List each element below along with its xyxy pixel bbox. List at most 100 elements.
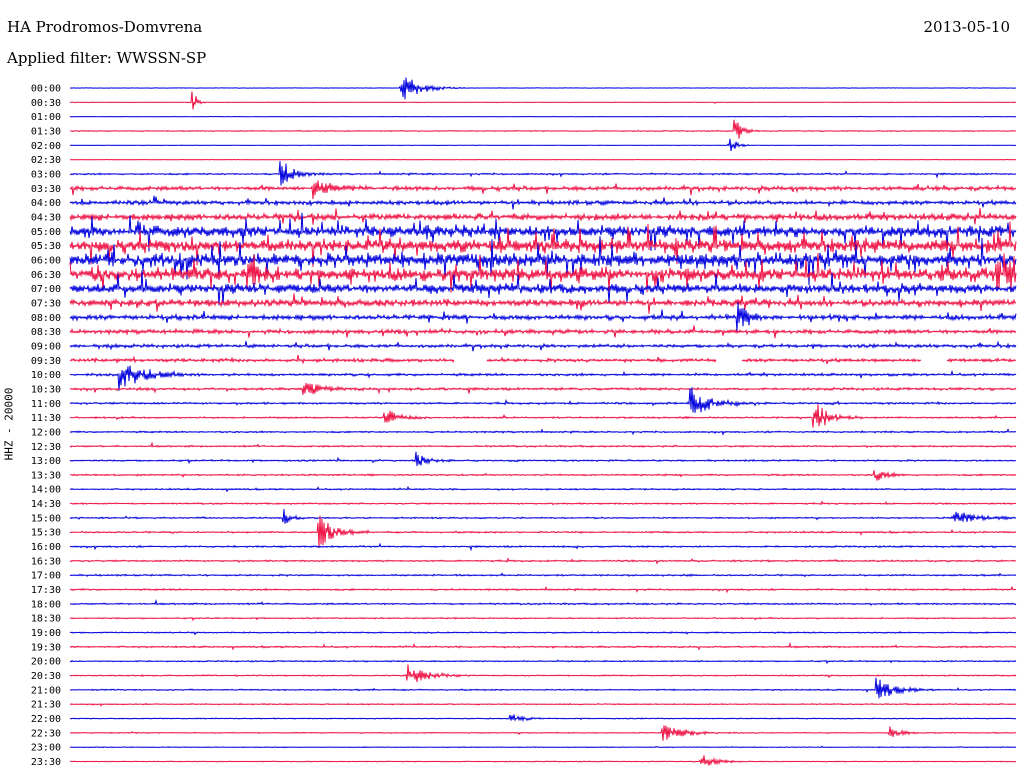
row-time-label: 21:30 [31,700,61,711]
trace-row-0230 [69,158,1017,161]
filter-prefix: Applied filter: [7,49,112,67]
trace-row-0800 [69,302,1017,332]
trace-row-2030 [69,664,1017,683]
row-time-label: 05:30 [31,241,61,252]
trace-row-0330 [69,180,1017,200]
trace-row-1030 [69,383,1017,395]
filter-name: WWSSN-SP [116,49,207,67]
row-time-label: 08:30 [31,327,61,338]
row-time-label: 12:00 [31,427,61,438]
trace-row-1330 [69,470,1017,481]
row-time-label: 16:30 [31,556,61,567]
row-time-label: 15:30 [31,528,61,539]
trace-row-1430 [69,500,1017,506]
row-time-label: 13:30 [31,470,61,481]
trace-row-1100 [69,387,1017,413]
trace-row-0530 [69,221,1017,268]
row-time-label: 13:00 [31,456,61,467]
row-time-label: 09:00 [31,341,61,352]
row-time-label: 01:00 [31,112,61,123]
row-time-label: 07:00 [31,284,61,295]
row-time-label: 02:30 [31,155,61,166]
trace-row-0030 [69,91,1017,110]
row-time-label: 00:00 [31,84,61,95]
row-time-label: 02:00 [31,141,61,152]
trace-row-1230 [69,441,1017,449]
row-time-label: 19:30 [31,642,61,653]
trace-row-0630 [69,253,1017,293]
row-time-label: 04:00 [31,198,61,209]
trace-row-1700 [69,572,1017,578]
row-time-label: 17:00 [31,571,61,582]
trace-row-2330 [69,755,1017,766]
row-time-label: 08:00 [31,313,61,324]
row-time-label: 00:30 [31,98,61,109]
trace-row-1930 [69,641,1017,651]
trace-row-0600 [69,236,1017,286]
row-time-label: 16:00 [31,542,61,553]
trace-row-0400 [69,195,1017,210]
trace-row-0700 [69,270,1017,306]
trace-row-0500 [69,212,1017,252]
row-time-label: 20:30 [31,671,61,682]
row-time-label: 19:00 [31,628,61,639]
row-time-label: 05:00 [31,227,61,238]
row-time-label: 22:30 [31,728,61,739]
row-time-label: 18:30 [31,614,61,625]
trace-row-2200 [69,714,1017,723]
trace-row-0300 [69,161,1017,186]
row-time-label: 20:00 [31,657,61,668]
trace-row-2130 [69,702,1017,707]
row-time-label: 04:30 [31,212,61,223]
trace-row-0730 [69,293,1017,314]
row-time-label: 07:30 [31,298,61,309]
row-time-label: 06:30 [31,270,61,281]
trace-row-1130 [69,404,1017,428]
trace-row-0900 [69,340,1017,352]
trace-row-0100 [69,115,1016,118]
trace-row-1530 [69,515,1017,548]
row-time-label: 06:00 [31,255,61,266]
trace-row-1400 [69,485,1017,493]
row-time-label: 03:30 [31,184,61,195]
trace-row-0830 [69,325,1017,339]
row-time-label: 12:30 [31,442,61,453]
trace-row-1200 [69,428,1017,436]
row-time-label: 23:00 [31,743,61,754]
trace-row-1600 [69,542,1017,552]
trace-row-1300 [69,451,1017,467]
row-time-label: 09:30 [31,356,61,367]
trace-row-2300 [69,745,1017,749]
row-time-label: 11:00 [31,399,61,410]
row-time-label: 21:00 [31,685,61,696]
row-time-label: 15:00 [31,513,61,524]
row-time-label: 10:00 [31,370,61,381]
row-time-label: 11:30 [31,413,61,424]
trace-row-1500 [69,509,1017,524]
row-time-label: 14:30 [31,499,61,510]
date-label: 2013-05-10 [923,18,1010,36]
trace-row-2000 [69,659,1017,665]
trace-row-0130 [69,119,1017,139]
row-time-label: 03:00 [31,169,61,180]
trace-row-1900 [69,631,1017,636]
trace-row-0000 [69,77,1017,100]
row-time-label: 17:30 [31,585,61,596]
trace-row-1730 [69,585,1017,594]
trace-row-1000 [69,365,1017,391]
row-time-label: 18:00 [31,599,61,610]
trace-row-0200 [69,138,1017,152]
trace-row-2230 [69,725,1017,741]
row-time-label: 22:00 [31,714,61,725]
row-time-label: 14:00 [31,485,61,496]
trace-row-0930 [69,354,1017,365]
row-time-label: 23:30 [31,757,61,768]
station-title: HA Prodromos-Domvrena [7,18,203,36]
trace-row-2100 [69,677,1017,699]
trace-row-1800 [69,598,1017,606]
trace-row-0430 [69,207,1017,225]
trace-row-1830 [69,616,1017,622]
trace-row-1630 [69,557,1017,565]
filter-label: Applied filter: WWSSN-SP [7,49,206,67]
